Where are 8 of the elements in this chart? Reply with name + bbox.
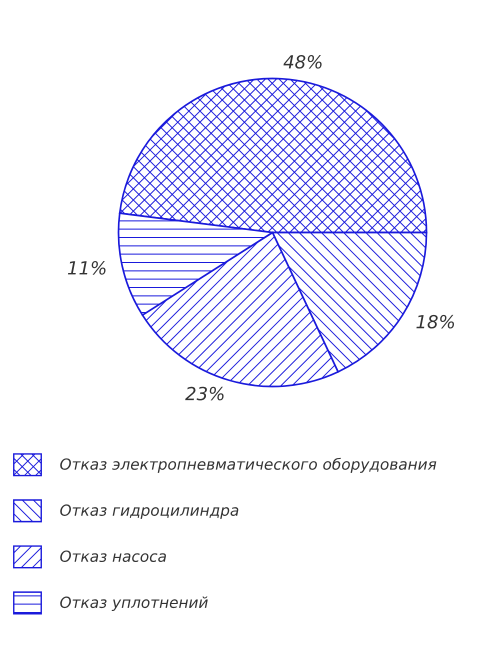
data-label: 18% (416, 314, 454, 329)
legend-label: Отказ насоса (60, 550, 166, 562)
data-label: 11% (68, 261, 106, 275)
legend-label: Отказ уплотнений (60, 596, 208, 612)
legend-label: Отказ гидроцилиндра (60, 504, 238, 519)
data-label: 48% (283, 55, 322, 69)
legend-label: Отказ электропневматического оборудования (60, 458, 436, 473)
data-label: 23% (185, 386, 224, 400)
